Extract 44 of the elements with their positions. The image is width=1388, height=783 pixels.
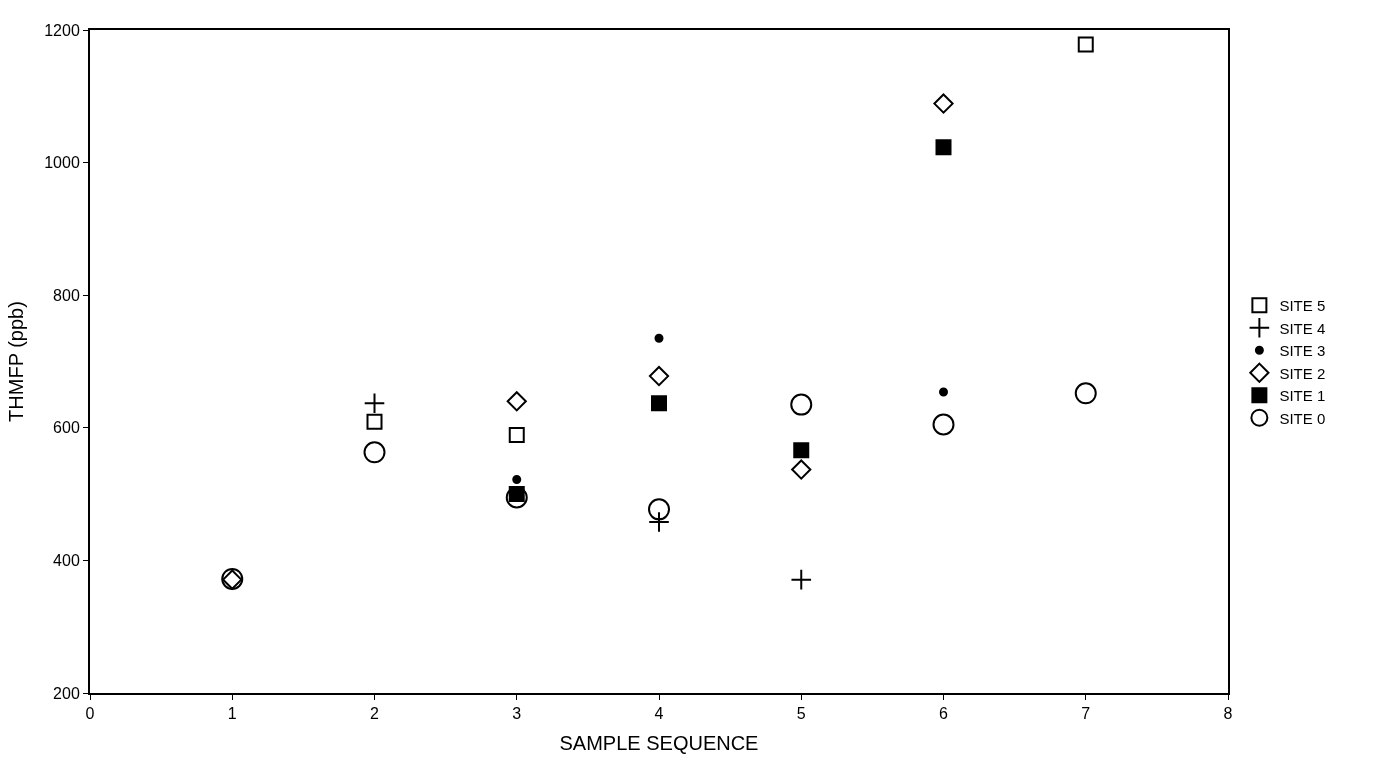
y-tick-label: 1200 (44, 21, 80, 39)
point (793, 442, 810, 459)
point (1077, 36, 1094, 53)
legend-label: SITE 5 (1279, 297, 1326, 315)
x-tick-label: 4 (654, 705, 664, 723)
point (505, 486, 528, 509)
point (933, 93, 954, 114)
point (935, 139, 952, 156)
y-tick-label: 800 (53, 286, 80, 304)
x-tick-label: 6 (939, 705, 949, 723)
x-tick-label: 2 (370, 705, 380, 723)
x-tick-label: 7 (1081, 705, 1091, 723)
x-tick-label: 0 (85, 705, 95, 723)
point (512, 475, 522, 485)
x-tick-label: 8 (1223, 705, 1233, 723)
legend-label: SITE 2 (1279, 364, 1326, 382)
y-tick-label: 200 (53, 684, 80, 702)
point (363, 392, 386, 415)
point (791, 459, 812, 480)
point (790, 393, 813, 416)
point (654, 333, 664, 343)
y-axis-title: THMFP (ppb) (5, 301, 28, 422)
legend-label: SITE 4 (1279, 319, 1326, 337)
x-tick-label: 3 (512, 705, 522, 723)
point (363, 441, 386, 464)
y-tick-label: 1000 (44, 154, 80, 172)
point (932, 413, 955, 436)
x-tick-label: 5 (796, 705, 806, 723)
point (651, 395, 667, 412)
point (648, 498, 670, 521)
legend-label: SITE 0 (1279, 409, 1326, 427)
x-axis-title: SAMPLE SEQUENCE (559, 732, 759, 755)
point (790, 568, 813, 591)
x-tick-label: 1 (227, 705, 237, 723)
point (366, 413, 383, 430)
point (648, 365, 670, 387)
point (1074, 382, 1097, 405)
point (508, 427, 525, 444)
point (939, 387, 948, 397)
y-tick-label: 400 (53, 552, 80, 569)
point (506, 391, 527, 412)
y-tick-label: 600 (53, 419, 80, 437)
legend-label: SITE 3 (1279, 342, 1326, 360)
legend-label: SITE 1 (1279, 387, 1326, 405)
